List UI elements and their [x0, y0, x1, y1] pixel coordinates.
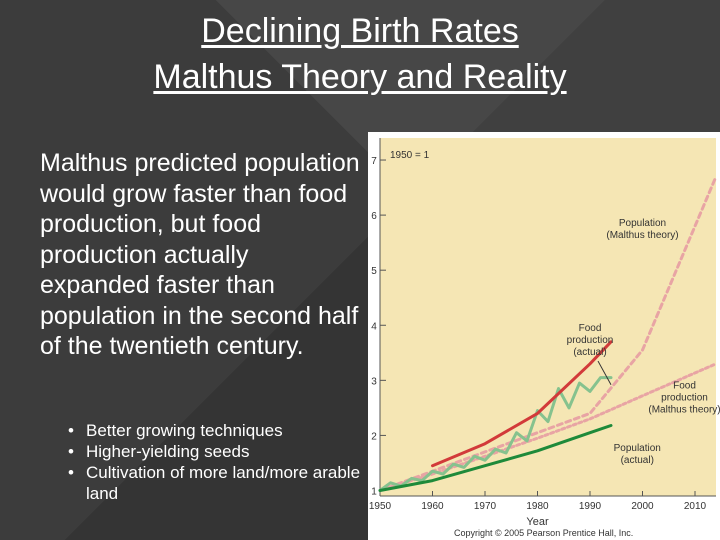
annotation-label-1: Population: [619, 218, 666, 229]
series-line-5: [431, 340, 613, 468]
y-tick-label: 2: [371, 431, 377, 442]
series-line-2: [378, 362, 718, 492]
y-tick-label: 3: [371, 376, 377, 387]
y-tick-label: 5: [371, 266, 377, 277]
body-paragraph: Malthus predicted population would grow …: [40, 149, 360, 360]
x-tick-label: 1990: [579, 501, 602, 512]
series-line-3: [378, 376, 613, 492]
x-axis-label: Year: [526, 516, 549, 528]
bullet-item: Higher-yielding seeds: [64, 441, 364, 462]
slide-title: Declining Birth Rates Malthus Theory and…: [0, 8, 720, 100]
annotation-label-1: (Malthus theory): [606, 230, 678, 241]
plot-background: [380, 138, 716, 496]
title-line-2: Malthus Theory and Reality: [153, 58, 567, 96]
y-tick-label: 4: [371, 321, 377, 332]
y-tick-label: 6: [371, 211, 377, 222]
bullet-list: Better growing techniques Higher-yieldin…: [64, 420, 364, 504]
annotation-label-2: Food: [579, 323, 602, 334]
series-line-4: [378, 424, 613, 492]
annotation-label-3: Food: [673, 381, 696, 392]
line-chart: 1 2 3 4 5 6 7 1950 1960 1970 1980 1990 2000 2010 Year 1…: [369, 138, 720, 538]
x-tick-label: 1980: [526, 501, 549, 512]
annotation-label-2: (actual): [573, 347, 606, 358]
annotation-label-4: Population: [614, 443, 661, 454]
annotation-label-4: (actual): [621, 455, 654, 466]
annotation-label-3: (Malthus theory): [648, 405, 720, 416]
y-tick-label: 7: [371, 156, 377, 167]
x-tick-label: 1970: [474, 501, 497, 512]
annotation-label-3: production: [661, 393, 708, 404]
chart-panel: 1 2 3 4 5 6 7 1950 1960 1970 1980 1990 2000 2010 Year 1…: [368, 132, 720, 540]
x-tick-label: 2010: [684, 501, 707, 512]
copyright-text: Copyright © 2005 Pearson Prentice Hall, …: [454, 528, 633, 538]
x-tick-label: 1960: [421, 501, 444, 512]
bullet-item: Cultivation of more land/more arable lan…: [64, 462, 364, 504]
bullet-item: Better growing techniques: [64, 420, 364, 441]
title-line-1: Declining Birth Rates: [201, 12, 519, 50]
annotation-label-2: production: [567, 335, 614, 346]
index-note: 1950 = 1: [390, 150, 430, 161]
x-tick-label: 2000: [631, 501, 654, 512]
y-tick-label: 1: [371, 486, 377, 497]
x-tick-label: 1950: [369, 501, 392, 512]
annotation-pointer: [597, 360, 612, 385]
